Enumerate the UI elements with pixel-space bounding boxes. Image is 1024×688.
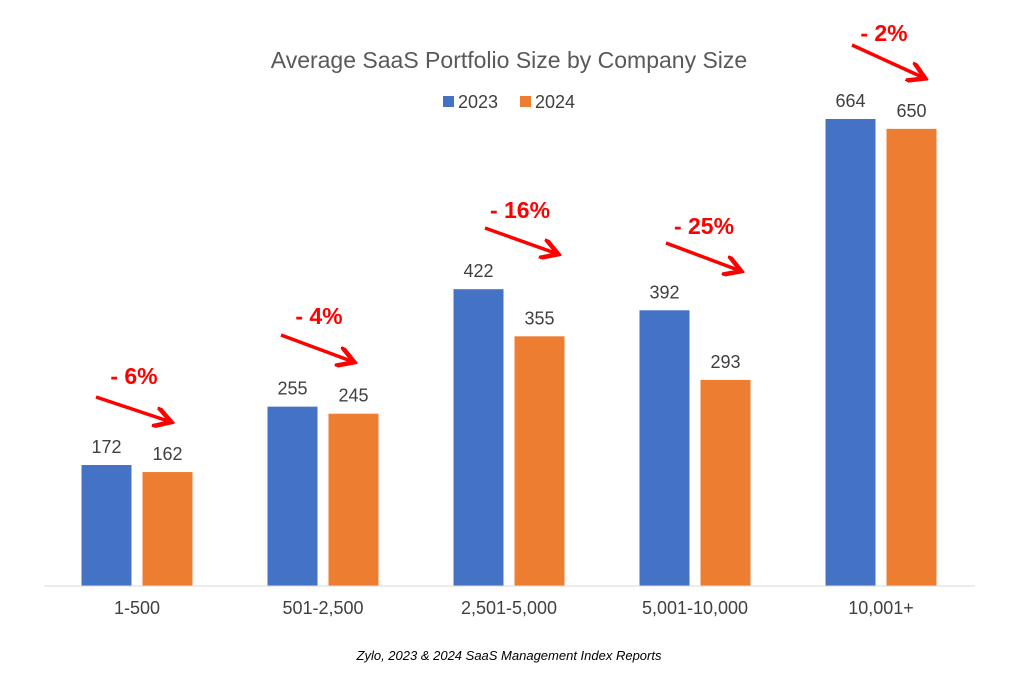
chart-title: Average SaaS Portfolio Size by Company S… [271,47,747,73]
change-annotation: - 2% [860,20,907,46]
bar-2023-10,001+ [825,119,876,586]
legend-label-2023: 2023 [458,92,498,112]
bar-2024-10,001+ [886,128,937,587]
bar-2024-501-2,500 [328,413,379,586]
data-label: 664 [835,91,865,111]
data-label: 422 [463,261,493,281]
data-label: 392 [649,282,679,302]
bar-2023-1-500 [81,465,132,586]
data-label: 293 [710,352,740,372]
data-label: 650 [896,101,926,121]
change-annotation: - 4% [295,303,342,329]
decrease-arrow [95,395,168,421]
data-label: 162 [152,444,182,464]
bar-2023-501-2,500 [267,406,318,586]
bar-2023-5,001-10,000 [639,310,690,586]
data-label: 255 [277,379,307,399]
legend-label-2024: 2024 [535,92,575,112]
change-annotation: - 6% [110,363,157,389]
decrease-arrow [484,226,555,253]
x-tick-label: 5,001-10,000 [642,598,748,618]
x-tick-label: 10,001+ [848,598,914,618]
legend-swatch-2024 [520,96,531,107]
decrease-arrow [665,241,738,270]
bar-2024-1-500 [142,472,193,586]
x-tick-label: 501-2,500 [282,598,363,618]
data-label: 245 [338,386,368,406]
bar-2023-2,501-5,000 [453,289,504,586]
decrease-arrow [851,43,922,77]
change-annotation: - 25% [674,213,734,239]
change-annotation: - 16% [490,197,550,223]
data-label: 172 [91,437,121,457]
bar-2024-2,501-5,000 [514,336,565,586]
bar-2024-5,001-10,000 [700,379,751,586]
legend: 2023 2024 [443,92,575,112]
decrease-arrow [280,333,351,361]
x-tick-label: 1-500 [114,598,160,618]
legend-swatch-2023 [443,96,454,107]
source-note: Zylo, 2023 & 2024 SaaS Management Index … [356,648,662,663]
data-label: 355 [524,308,554,328]
x-tick-label: 2,501-5,000 [461,598,557,618]
